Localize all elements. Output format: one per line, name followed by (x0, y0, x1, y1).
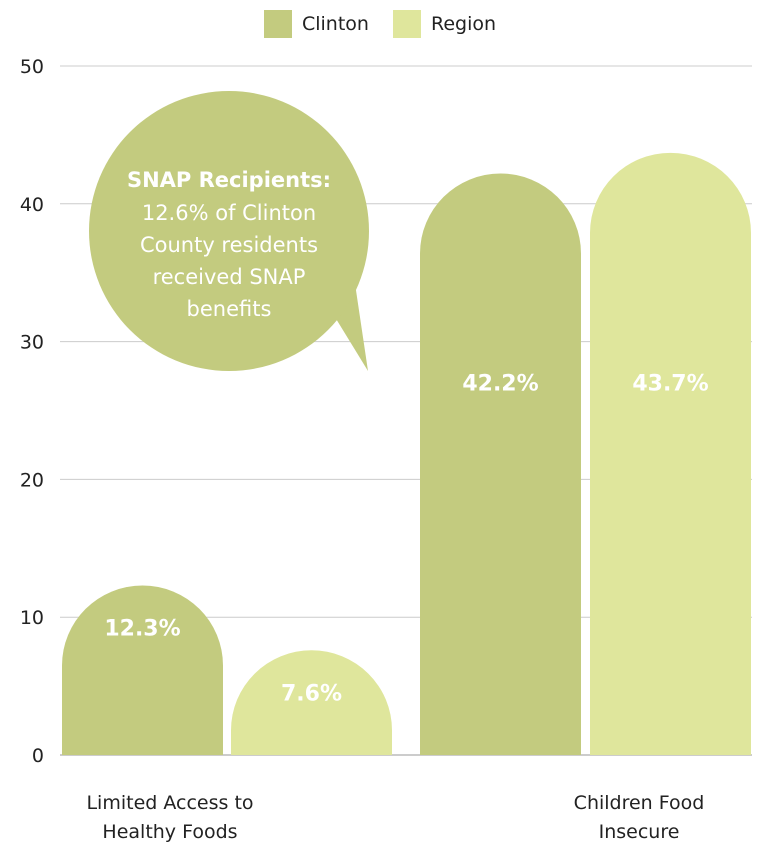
legend-label-clinton: Clinton (301, 13, 369, 35)
data-label: 42.2% (462, 372, 538, 397)
y-tick-label: 10 (20, 607, 44, 629)
bar-region-0 (231, 650, 392, 755)
legend-item-region: Region (392, 10, 497, 38)
callout-title: SNAP Recipients: (127, 168, 331, 192)
callout-line: 12.6% of Clinton (142, 201, 316, 225)
legend-label-region: Region (430, 13, 497, 35)
bar-clinton-0 (62, 585, 223, 755)
legend-swatch-region (392, 10, 421, 38)
x-category-label-line: Children Food (573, 792, 705, 814)
data-label: 7.6% (281, 681, 342, 706)
callout-line: received SNAP (153, 265, 306, 289)
data-label: 12.3% (104, 617, 180, 642)
x-category-label-line: Limited Access to (86, 792, 254, 814)
legend-swatch-clinton (263, 10, 292, 38)
bar-region-1 (590, 152, 751, 755)
callout-line: benefits (187, 297, 272, 321)
callout-bubble (89, 91, 369, 371)
y-tick-label: 20 (20, 469, 44, 491)
callout-line: County residents (140, 233, 318, 257)
x-category-label-limited-access: Limited Access to Healthy Foods (40, 789, 300, 847)
y-tick-label: 0 (32, 745, 44, 767)
x-category-label-children-food-insecure: Children Food Insecure (509, 789, 760, 847)
y-tick-label: 30 (20, 332, 44, 354)
bar-clinton-1 (420, 173, 581, 755)
data-label: 43.7% (632, 372, 708, 397)
legend: Clinton Region (0, 10, 760, 38)
x-category-label-line: Healthy Foods (102, 821, 238, 843)
y-tick-label: 40 (20, 194, 44, 216)
x-category-label-line: Insecure (598, 821, 680, 843)
y-tick-label: 50 (20, 56, 44, 78)
legend-item-clinton: Clinton (263, 10, 369, 38)
